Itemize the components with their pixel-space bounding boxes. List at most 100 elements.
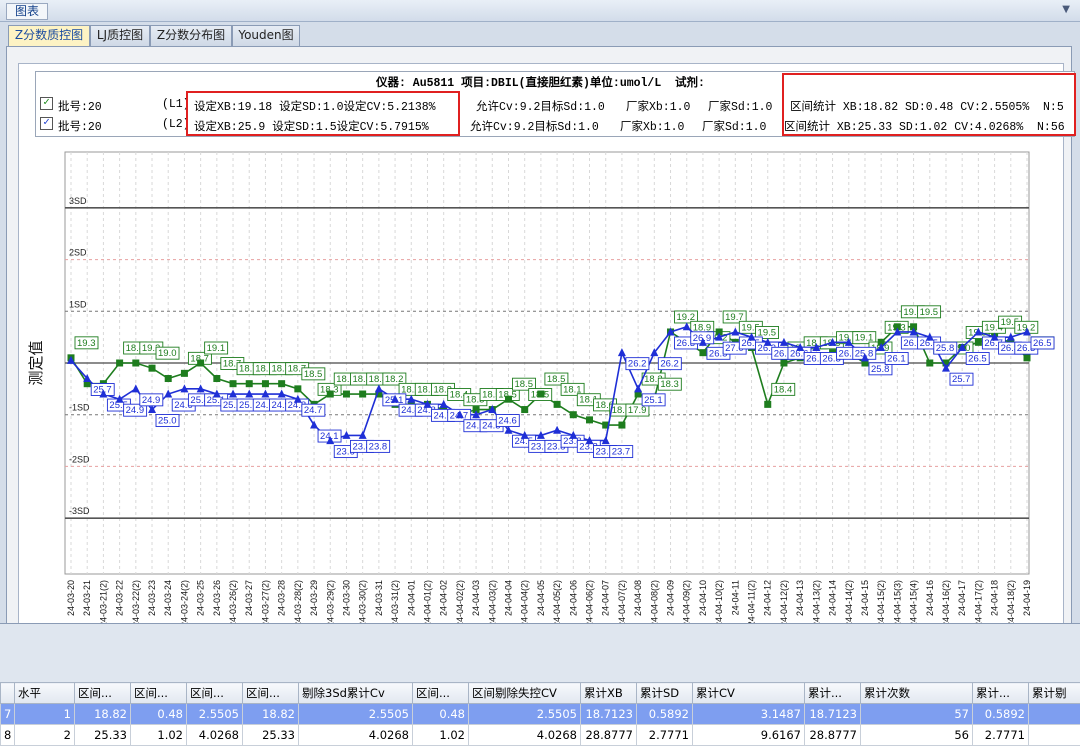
x-tick-label: 24-03-29(2) (325, 580, 335, 627)
table-cell: 4.0268 (468, 724, 581, 746)
column-header[interactable]: 区间剔除失控CV (468, 682, 581, 704)
column-header[interactable]: 区间... (412, 682, 469, 704)
data-label: 24.8 (401, 405, 420, 416)
column-header[interactable]: 区间... (130, 682, 187, 704)
data-point-L2 (342, 430, 351, 439)
data-point-L2 (747, 332, 756, 341)
data-point-L2 (423, 399, 432, 408)
tab-z-distribution[interactable]: Z分数分布图 (150, 25, 232, 46)
data-point-L2 (779, 337, 788, 346)
data-label-box (625, 403, 650, 417)
data-label: 19.4 (984, 322, 1003, 333)
column-header[interactable]: 区间... (74, 682, 131, 704)
tab-lj-chart[interactable]: LJ质控图 (90, 25, 150, 46)
y-tick-label: -1SD (69, 403, 90, 413)
y-tick-label: -3SD (69, 506, 90, 516)
x-tick-label: 24-04-09 (666, 580, 676, 616)
column-header[interactable]: 水平 (14, 682, 75, 704)
data-point-L1 (602, 421, 610, 429)
table-cell: 2.5505 (186, 703, 243, 725)
data-label-box (933, 341, 958, 355)
data-label: 24.9 (271, 400, 290, 411)
data-label: 23.8 (579, 441, 598, 452)
data-point-L2 (131, 384, 140, 393)
lot-row-1: ✓ 批号:20 (L1) 设定XB:19.18 设定SD:1.0设定CV:5.2… (40, 96, 1070, 114)
data-point-L2 (407, 394, 416, 403)
data-label: 26.5 (709, 348, 728, 359)
window-title-tab[interactable]: 图表 (6, 3, 49, 20)
column-header[interactable]: 区间... (186, 682, 243, 704)
column-header[interactable]: 累计XB (580, 682, 637, 704)
data-label: 18.7 (255, 364, 274, 375)
x-tick-label: 24-04-02(2) (455, 580, 465, 627)
column-header[interactable]: 区间... (242, 682, 299, 704)
x-tick-label: 24-04-01 (406, 580, 416, 616)
data-point-L2 (1023, 327, 1031, 336)
table-cell: 0.5892 (636, 703, 693, 725)
data-point-L1 (521, 406, 529, 414)
x-tick-label: 24-04-07 (601, 580, 611, 616)
column-header[interactable]: 累计SD (636, 682, 693, 704)
data-label-box (722, 310, 747, 324)
data-label-box (301, 367, 326, 381)
data-label: 24.1 (320, 431, 339, 442)
x-tick-label: 24-04-03(2) (487, 580, 497, 627)
data-label: 24.5 (514, 436, 533, 447)
x-tick-label: 24-03-30 (341, 580, 351, 616)
x-tick-label: 24-04-19 (1022, 580, 1032, 616)
table-cell: 1 (14, 703, 75, 725)
column-header[interactable]: 累计剔 (1028, 682, 1080, 704)
x-tick-label: 24-03-21(2) (98, 580, 108, 627)
data-point-L1 (586, 416, 594, 424)
data-label: 24.7 (304, 405, 323, 416)
column-header[interactable] (0, 682, 15, 704)
lot-label-2: 批号:20 (58, 121, 102, 134)
table-cell (1028, 724, 1080, 746)
data-label: 23.8 (547, 441, 566, 452)
data-label-box (1030, 336, 1055, 350)
data-label: 18.7 (288, 364, 307, 375)
dropdown-arrow-icon[interactable]: ▼ (1062, 4, 1070, 15)
data-label-box (674, 310, 698, 324)
data-point-L2 (569, 430, 578, 439)
data-point-L2 (553, 425, 562, 434)
data-label: 25.0 (158, 416, 177, 427)
data-label-box (544, 372, 569, 386)
title-bar: 图表 ▼ (0, 0, 1080, 22)
info-legend: 仪器: Au5811 项目:DBIL(直接胆红素)单位:umol/L 试剂: ✓… (35, 71, 1076, 137)
x-tick-label: 24-04-08 (633, 580, 643, 616)
column-header[interactable]: 累计次数 (860, 682, 973, 704)
data-point-L1 (715, 328, 723, 336)
tab-youden[interactable]: Youden图 (232, 25, 300, 46)
data-point-L1 (472, 406, 480, 414)
column-header[interactable]: 累计... (972, 682, 1029, 704)
data-point-L1 (618, 421, 626, 429)
data-label: 26.1 (887, 353, 906, 364)
table-row[interactable]: 8 2 25.33 1.02 4.0268 25.33 4.0268 1.02 4.0268 28… (0, 724, 1080, 746)
data-label-box (868, 362, 893, 376)
x-tick-label: 24-04-12(2) (779, 580, 789, 627)
data-label: 18.2 (336, 374, 355, 385)
data-label: 18.7 (239, 364, 258, 375)
x-tick-label: 24-04-18 (990, 580, 1000, 616)
table-row[interactable]: 7 1 18.82 0.48 2.5505 18.82 2.5505 0.48 2.5505 18… (0, 703, 1080, 725)
data-label-box (657, 377, 682, 391)
x-tick-label: 24-04-06 (568, 580, 578, 616)
x-tick-label: 24-04-15 (860, 580, 870, 616)
data-label: 24.9 (142, 395, 161, 406)
column-header[interactable]: 剔除3Sd累计Cv (298, 682, 413, 704)
data-point-L2 (391, 394, 400, 403)
checkbox-level2[interactable]: ✓ (40, 117, 53, 130)
data-point-L1 (326, 390, 334, 398)
data-label: 19.1 (839, 333, 858, 344)
column-header[interactable]: 累计... (804, 682, 861, 704)
data-label: 26.1 (774, 348, 793, 359)
table-header-row: 水平 区间... 区间... 区间... 区间... 剔除3Sd累计Cv 区间... 区间剔除… (0, 682, 1080, 704)
column-header[interactable]: 累计CV (692, 682, 805, 704)
tab-z-score-chart[interactable]: Z分数质控图 (8, 25, 90, 47)
data-label: 19.2 (142, 343, 161, 354)
checkbox-level1[interactable]: ✓ (40, 97, 53, 110)
data-point-L2 (277, 389, 286, 398)
data-point-L2 (941, 363, 950, 372)
